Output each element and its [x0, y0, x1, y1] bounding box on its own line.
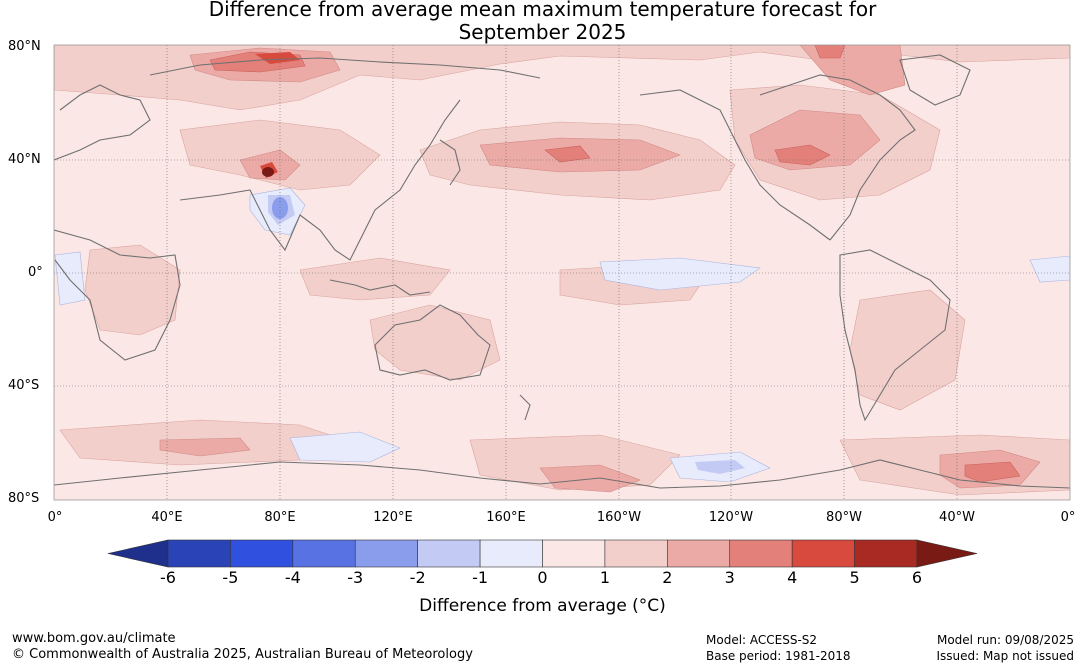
colorbar-swatch	[854, 539, 918, 568]
lon-label-120e: 120°E	[373, 510, 413, 525]
anomaly-region-siberia-very-hot	[255, 52, 300, 64]
coast-australia	[374, 304, 491, 381]
colorbar-swatch	[354, 539, 418, 568]
lat-label-40s: 40°S	[8, 378, 40, 393]
coast-antarctica	[54, 459, 1070, 489]
coast-indonesia	[329, 279, 431, 296]
lon-label-160w: 160°W	[596, 510, 642, 525]
colorbar-tick-label: -5	[222, 568, 239, 587]
colorbar-arrow-low	[107, 539, 169, 568]
coast-europe	[54, 84, 151, 161]
coast-north-america-east	[759, 74, 916, 241]
footer-copyright: © Commonwealth of Australia 2025, Austra…	[12, 647, 473, 662]
colorbar-swatch	[230, 539, 294, 568]
lon-label-40w: 40°W	[939, 510, 975, 525]
coast-africa	[54, 229, 181, 361]
map-title-line1: Difference from average mean maximum tem…	[208, 0, 877, 21]
footer-issued: Issued: Map not issued	[936, 649, 1074, 663]
map-title-line2: September 2025	[458, 20, 627, 44]
colorbar-tick-label: -2	[409, 568, 426, 587]
colorbar-tick-label: 2	[662, 568, 673, 587]
coast-south-america	[839, 249, 951, 422]
colorbar-label: Difference from average (°C)	[419, 596, 666, 616]
anomaly-region-africa	[84, 244, 181, 336]
colorbar-swatch	[791, 539, 855, 568]
lat-label-80s: 80°S	[8, 491, 40, 506]
coast-arctic-asia	[149, 57, 541, 79]
map-frame	[53, 44, 1071, 501]
colorbar-tick-label: 6	[911, 568, 923, 587]
coast-greenland	[899, 54, 971, 106]
colorbar-tick-label: 1	[599, 568, 610, 587]
anomaly-region-tibet-extreme	[262, 167, 274, 177]
footer-website: www.bom.gov.au/climate	[12, 631, 176, 646]
colorbar-swatch	[292, 539, 356, 568]
anomaly-region-atlantic-cool	[1029, 255, 1070, 283]
lat-label-40n: 40°N	[8, 152, 41, 167]
anomaly-region-amundsen-colder	[695, 460, 745, 474]
colorbar-swatch	[729, 539, 793, 568]
colorbar-tick-label: 3	[724, 568, 735, 587]
colorbar-swatch	[417, 539, 481, 568]
colorbar-tick-label: 5	[849, 568, 860, 587]
colorbar-tick-label: -4	[284, 568, 301, 587]
colorbar-tick-label: 0	[537, 568, 548, 587]
lon-label-80w: 80°W	[826, 510, 862, 525]
colorbar-tick-label: 4	[787, 568, 798, 587]
coast-asia-south	[179, 99, 461, 261]
anomaly-fields	[54, 45, 1070, 500]
lon-label-0-left: 0°	[47, 510, 63, 525]
colorbar-swatch	[167, 539, 231, 568]
footer-model: Model: ACCESS-S2	[706, 633, 818, 647]
coast-japan	[439, 139, 461, 186]
lat-label-equator: 0°	[28, 265, 43, 280]
colorbar-arrow-high	[916, 539, 978, 568]
colorbar-swatch	[604, 539, 668, 568]
footer-base-period: Base period: 1981-2018	[706, 649, 851, 663]
lat-label-80n: 80°N	[8, 39, 41, 54]
coast-new-zealand	[519, 394, 531, 421]
anomaly-region-pacific-hot	[544, 145, 591, 163]
lon-label-160e: 160°E	[486, 510, 526, 525]
colorbar-swatch	[479, 539, 543, 568]
anomaly-region-west-africa-cool	[54, 251, 86, 306]
colorbar-tick-label: -1	[472, 568, 489, 587]
footer-model-run: Model run: 09/08/2025	[936, 633, 1074, 647]
colorbar	[107, 539, 978, 568]
anomaly-region-greenland-hot	[814, 45, 846, 59]
anomaly-region-east-pacific-cool	[599, 257, 761, 291]
graticule	[54, 45, 1070, 500]
colorbar-swatch	[542, 539, 606, 568]
coastlines	[54, 54, 1070, 489]
lon-label-0-right: 0°	[1060, 510, 1076, 525]
anomaly-region-maritime-continent	[299, 257, 451, 301]
colorbar-tick-label: -6	[160, 568, 176, 587]
anomaly-region-sw-indian-warm	[159, 437, 251, 457]
anomaly-region-ant-east-hot	[964, 461, 1021, 483]
colorbar-tick-label: -3	[347, 568, 364, 587]
lon-label-40e: 40°E	[151, 510, 183, 525]
colorbar-swatch	[667, 539, 731, 568]
lon-label-120w: 120°W	[708, 510, 754, 525]
anomaly-region-ross-sea-cool	[289, 431, 401, 463]
lon-label-80e: 80°E	[264, 510, 296, 525]
